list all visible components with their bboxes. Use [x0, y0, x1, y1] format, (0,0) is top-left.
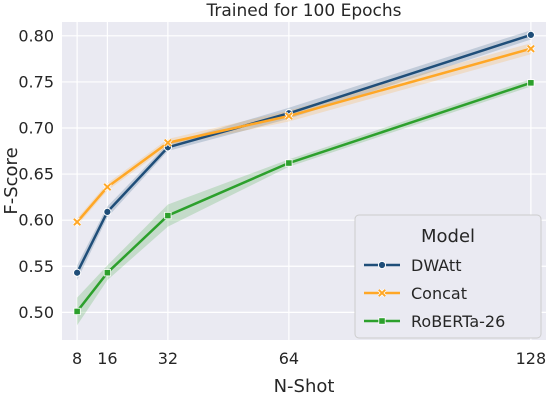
legend-title: Model	[421, 226, 475, 247]
chart-title: Trained for 100 Epochs	[206, 1, 402, 21]
marker-stroke	[526, 44, 535, 53]
marker-stroke	[163, 138, 172, 147]
x-tick-label: 16	[97, 349, 117, 368]
point-concat	[284, 111, 294, 121]
legend-label-roberta-26: RoBERTa-26	[411, 312, 505, 331]
point-dwatt	[526, 30, 535, 40]
y-tick-label: 0.65	[18, 165, 54, 184]
legend-marker-concat	[377, 288, 387, 298]
y-tick-labels: 0.50 0.55 0.60 0.65 0.70 0.75 0.80	[18, 26, 54, 322]
series-markers	[72, 30, 536, 316]
y-tick-label: 0.70	[18, 119, 54, 138]
point-dwatt	[73, 268, 82, 277]
y-tick-label: 0.75	[18, 72, 54, 91]
x-tick-label: 64	[279, 349, 299, 368]
x-tick-label: 128	[516, 349, 547, 368]
marker-stroke	[73, 218, 82, 226]
grid	[62, 22, 546, 340]
x-tick-labels: 8 16 32 64 128	[72, 349, 546, 368]
legend-label-concat: Concat	[411, 284, 467, 303]
legend-label-dwatt: DWAtt	[411, 256, 461, 275]
point-roberta-26	[73, 307, 81, 316]
marker-stroke	[103, 183, 112, 191]
y-tick-label: 0.80	[18, 26, 54, 45]
point-concat	[102, 182, 112, 192]
point-concat	[72, 217, 82, 227]
legend-items: DWAtt Concat RoBERTa-26	[364, 256, 505, 331]
legend-box	[354, 214, 542, 339]
x-axis-label: N-Shot	[274, 376, 335, 397]
y-tick-label: 0.50	[18, 303, 54, 322]
x-tick-label: 32	[158, 349, 178, 368]
y-tick-label: 0.60	[18, 211, 54, 230]
point-roberta-26	[103, 269, 111, 277]
point-concat	[163, 138, 173, 148]
legend: Model DWAtt Concat RoBERTa-26	[354, 214, 542, 339]
x-tick-label: 8	[72, 349, 82, 368]
legend-marker-dwatt	[377, 260, 387, 270]
point-dwatt	[103, 207, 112, 216]
point-roberta-26	[285, 159, 293, 167]
legend-marker-roberta-26	[378, 317, 386, 325]
point-roberta-26	[527, 79, 535, 87]
point-roberta-26	[164, 211, 172, 220]
y-axis-label: F-Score	[1, 147, 22, 214]
point-concat	[526, 44, 536, 54]
y-tick-label: 0.55	[18, 257, 54, 276]
marker-stroke	[284, 112, 293, 120]
marker-stroke	[378, 289, 386, 297]
